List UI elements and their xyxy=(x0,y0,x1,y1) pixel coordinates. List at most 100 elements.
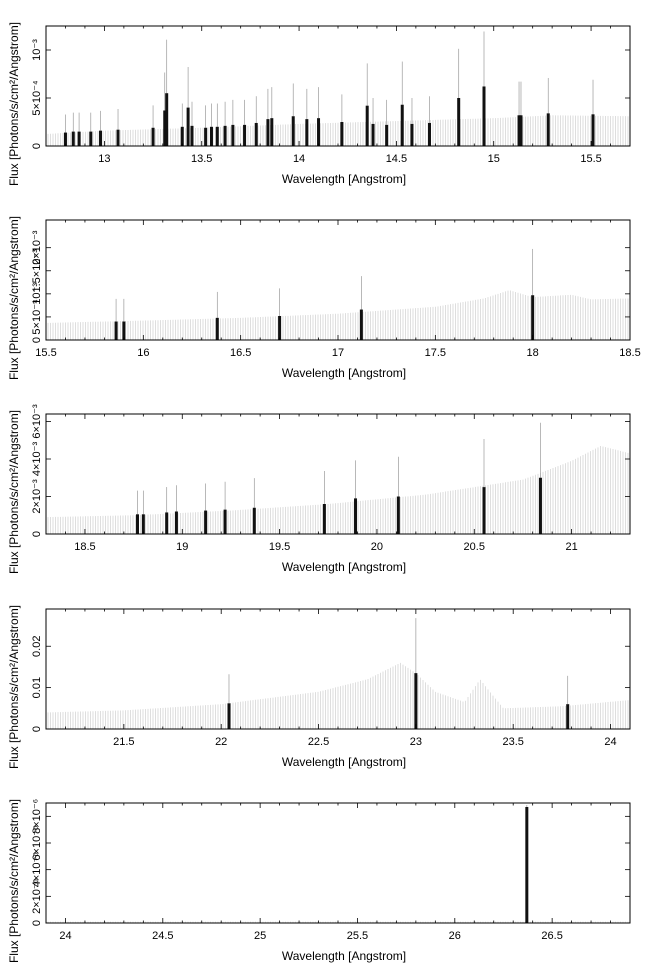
emission-line-bar xyxy=(322,504,326,534)
x-tick-label: 24.5 xyxy=(152,930,173,942)
x-tick-label: 25.5 xyxy=(347,930,368,942)
x-tick-label: 13 xyxy=(98,153,110,165)
chart-panel-3: 18.5 19 19.5 20 20.5 21 0 2×10⁻³ 4×10⁻³ 6×10⁻³ Wav… xyxy=(7,404,631,574)
x-tick-label: 18.5 xyxy=(619,347,640,359)
x-tick-label: 26 xyxy=(449,930,461,942)
x-tick-label: 17 xyxy=(332,347,344,359)
x-tick-label: 26.5 xyxy=(541,930,562,942)
emission-line-bar xyxy=(270,118,274,146)
emission-line-bar xyxy=(525,807,529,923)
x-tick-label: 19 xyxy=(176,541,188,553)
emission-line-bar xyxy=(165,93,169,146)
emission-line-bar xyxy=(291,116,295,146)
y-tick-label: 10⁻³ xyxy=(31,283,43,305)
x-tick-label: 14.5 xyxy=(386,153,407,165)
emission-line-bar xyxy=(227,703,231,729)
x-tick-label: 15.5 xyxy=(580,153,601,165)
emission-line-bar xyxy=(371,123,375,146)
y-tick-label: 2×10⁻⁶ xyxy=(31,879,43,914)
y-tick-label: 10⁻³ xyxy=(31,39,43,61)
x-axis-title: Wavelength [Angstrom] xyxy=(282,560,406,574)
emission-line-bar xyxy=(186,107,190,146)
x-tick-label: 23 xyxy=(410,736,422,748)
x-axis-title: Wavelength [Angstrom] xyxy=(282,755,406,769)
continuum-hatching xyxy=(47,290,629,340)
emission-line-bar xyxy=(482,86,486,146)
x-tick-label: 24 xyxy=(59,930,71,942)
emission-line-bar xyxy=(546,113,550,146)
emission-line-bar xyxy=(122,321,126,340)
emission-line-bar xyxy=(116,129,120,146)
emission-line-bar xyxy=(204,127,208,146)
emission-line-bar xyxy=(89,131,93,146)
x-tick-label: 25 xyxy=(254,930,266,942)
y-tick-label: 6×10⁻⁶ xyxy=(31,825,43,860)
y-axis-title: Flux [Photons/s/cm²/Angstrom] xyxy=(7,799,21,963)
x-tick-label: 15.5 xyxy=(35,347,56,359)
emission-line-bar xyxy=(243,124,247,146)
y-tick-label: 5×10⁻⁴ xyxy=(31,80,43,116)
x-axis-title: Wavelength [Angstrom] xyxy=(282,172,406,186)
emission-line-bar xyxy=(531,295,535,340)
x-tick-label: 18.5 xyxy=(74,541,95,553)
emission-line-bar xyxy=(305,119,309,146)
y-tick-label: 0 xyxy=(31,531,43,537)
chart-panel-4: 21.5 22 22.5 23 23.5 24 0 0.01 0.02 Wavelength [A… xyxy=(7,605,631,769)
chart-panel-1: 13 13.5 14 14.5 15 15.5 0 5×10⁻⁴ 10⁻³ Wavelength … xyxy=(7,22,631,186)
emission-line-bar xyxy=(354,498,358,534)
emission-line-bar xyxy=(252,507,256,534)
emission-line-bar xyxy=(151,127,155,146)
emission-line-bar xyxy=(414,673,418,729)
emission-line-bar xyxy=(135,514,139,534)
emission-line-bar xyxy=(517,115,521,146)
emission-line-bar xyxy=(385,124,389,146)
y-tick-label: 0.02 xyxy=(31,636,43,657)
emission-line-bar xyxy=(457,98,461,146)
chart-panel-5: 24 24.5 25 25.5 26 26.5 0 2×10⁻⁶4×10⁻⁶6×10⁻⁶8×1… xyxy=(7,799,631,963)
x-tick-label: 16.5 xyxy=(230,347,251,359)
emission-line-bar xyxy=(566,704,570,729)
x-axis-title: Wavelength [Angstrom] xyxy=(282,949,406,963)
emission-line-bar xyxy=(482,487,486,534)
x-axis-title: Wavelength [Angstrom] xyxy=(282,366,406,380)
emission-line-bar xyxy=(77,131,81,146)
chart-panel-2: 15.5 16 16.5 17 17.5 18 18.5 0 5×10⁻⁴10⁻³1.5×10⁻… xyxy=(7,216,641,380)
y-tick-label: 0 xyxy=(31,143,43,149)
emission-line-bar xyxy=(209,126,213,146)
x-tick-label: 20.5 xyxy=(464,541,485,553)
emission-line-bar xyxy=(340,122,344,146)
emission-line-bar xyxy=(519,115,523,146)
emission-line-bar xyxy=(254,122,258,146)
emission-line-bar xyxy=(538,477,542,534)
y-tick-label: 0 xyxy=(31,920,43,926)
x-tick-label: 22.5 xyxy=(308,736,329,748)
x-tick-label: 21.5 xyxy=(113,736,134,748)
emission-line-bar xyxy=(163,110,167,146)
emission-line-bar xyxy=(223,125,227,146)
emission-line-bar xyxy=(215,126,219,146)
y-axis-title: Flux [Photons/s/cm²/Angstrom] xyxy=(7,216,21,380)
emission-line-bar xyxy=(591,114,595,146)
x-tick-label: 18 xyxy=(527,347,539,359)
emission-line-bar xyxy=(99,130,103,146)
y-tick-label: 8×10⁻⁶ xyxy=(31,799,43,834)
y-tick-label: 2×10⁻³ xyxy=(31,230,43,265)
emission-line-bar xyxy=(400,104,404,146)
x-tick-label: 14 xyxy=(293,153,305,165)
x-tick-label: 17.5 xyxy=(425,347,446,359)
emission-line-bar xyxy=(266,119,270,146)
x-tick-label: 23.5 xyxy=(502,736,523,748)
y-tick-label: 0 xyxy=(31,726,43,732)
x-tick-label: 21 xyxy=(565,541,577,553)
continuum-hatching xyxy=(47,662,629,729)
emission-line-bar xyxy=(359,309,363,340)
y-tick-label: 5×10⁻⁴ xyxy=(31,299,43,335)
emission-line-bar xyxy=(165,512,169,534)
emission-line-bar xyxy=(71,131,75,146)
emission-line-bar xyxy=(190,125,194,146)
y-axis-title: Flux [Photons/s/cm²/Angstrom] xyxy=(7,22,21,186)
x-tick-label: 13.5 xyxy=(191,153,212,165)
y-tick-label: 1.5×10⁻³ xyxy=(31,249,43,293)
emission-line-bar xyxy=(215,317,219,340)
